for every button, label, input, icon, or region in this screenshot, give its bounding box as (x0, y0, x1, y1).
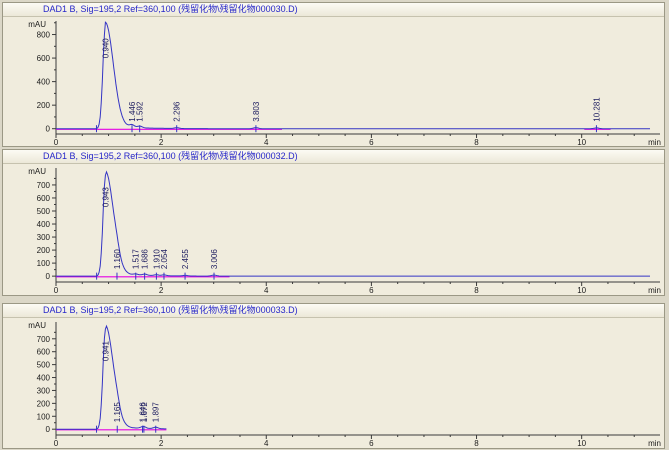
x-tick-label: 10 (577, 286, 586, 295)
y-tick-label: 600 (37, 348, 51, 357)
x-axis-unit: min (648, 138, 661, 147)
x-tick-label: 0 (54, 138, 59, 147)
x-axis-unit: min (648, 439, 661, 448)
y-tick-label: 800 (37, 31, 51, 40)
x-tick-label: 4 (264, 138, 269, 147)
peak-label: 1.910 (152, 249, 161, 270)
x-tick-label: 6 (369, 439, 374, 448)
x-tick-label: 8 (474, 439, 479, 448)
peak-label: 0.943 (102, 187, 111, 208)
signal-trace (56, 21, 650, 130)
peak-label: 1.646 (139, 402, 148, 423)
y-tick-label: 700 (37, 181, 51, 190)
peak-label: 2.054 (160, 249, 169, 270)
peak-label: 1.592 (136, 101, 145, 122)
x-tick-label: 2 (159, 286, 164, 295)
panel-title: DAD1 B, Sig=195,2 Ref=360,100 (残留化物\残留化物… (3, 150, 664, 164)
peak-label: 1.517 (132, 249, 141, 270)
peak-label: 1.672 (140, 402, 149, 423)
y-tick-label: 400 (37, 78, 51, 87)
panel-title: DAD1 B, Sig=195,2 Ref=360,100 (残留化物\残留化物… (3, 304, 664, 318)
chromatogram-panel-2: DAD1 B, Sig=195,2 Ref=360,100 (残留化物\残留化物… (2, 149, 665, 296)
chromatogram-panel-1: DAD1 B, Sig=195,2 Ref=360,100 (残留化物\残留化物… (2, 2, 665, 147)
y-tick-label: 100 (37, 412, 51, 421)
y-tick-label: 200 (37, 399, 51, 408)
chromatogram-plot: 0 100 200 300 400 500 600 700 mAU 0 2 4 6 8 10 min 0.941… (28, 321, 661, 448)
y-tick-label: 700 (37, 335, 51, 344)
y-tick-label: 0 (46, 272, 51, 281)
y-axis-unit: mAU (28, 167, 46, 176)
x-tick-label: 0 (54, 286, 59, 295)
signal-trace (56, 324, 167, 430)
signal-trace (56, 170, 650, 277)
y-tick-label: 0 (46, 425, 51, 434)
y-tick-label: 200 (37, 101, 51, 110)
peak-label: 10.281 (592, 97, 601, 122)
x-tick-label: 4 (264, 439, 269, 448)
chromatogram-plot: 0 200 400 600 800 mAU 0 2 4 6 8 10 min 0.940 1.4461.59… (28, 20, 661, 147)
y-tick-label: 500 (37, 207, 51, 216)
x-tick-label: 2 (159, 138, 164, 147)
y-tick-label: 300 (37, 386, 51, 395)
x-tick-label: 2 (159, 439, 164, 448)
y-tick-label: 200 (37, 246, 51, 255)
peak-label: 1.160 (113, 249, 122, 270)
y-tick-label: 600 (37, 54, 51, 63)
y-tick-label: 600 (37, 194, 51, 203)
x-tick-label: 8 (474, 138, 479, 147)
x-tick-label: 6 (369, 138, 374, 147)
peak-label: 1.897 (152, 402, 161, 423)
y-tick-label: 0 (46, 125, 51, 134)
x-tick-label: 4 (264, 286, 269, 295)
x-axis-unit: min (648, 286, 661, 295)
x-tick-label: 8 (474, 286, 479, 295)
y-tick-label: 400 (37, 220, 51, 229)
peak-label: 1.686 (141, 249, 150, 270)
chromatogram-panel-3: DAD1 B, Sig=195,2 Ref=360,100 (残留化物\残留化物… (2, 303, 665, 449)
panel-title: DAD1 B, Sig=195,2 Ref=360,100 (残留化物\残留化物… (3, 3, 664, 17)
chromatogram-plot: 0 100 200 300 400 500 600 700 mAU 0 2 4 6 8 10 min 0.943… (28, 167, 661, 295)
peak-label: 0.941 (101, 341, 110, 362)
peak-label: 0.940 (101, 38, 110, 59)
y-tick-label: 500 (37, 361, 51, 370)
y-axis-unit: mAU (28, 321, 46, 330)
x-tick-label: 10 (577, 439, 586, 448)
x-tick-label: 10 (577, 138, 586, 147)
x-tick-label: 0 (54, 439, 59, 448)
y-tick-label: 400 (37, 374, 51, 383)
x-tick-label: 6 (369, 286, 374, 295)
peak-label: 1.446 (128, 101, 137, 122)
peak-label: 3.803 (252, 101, 261, 122)
y-axis-unit: mAU (28, 20, 46, 29)
peak-label: 1.165 (113, 402, 122, 423)
peak-label: 2.455 (181, 249, 190, 270)
peak-label: 3.006 (210, 249, 219, 270)
y-tick-label: 100 (37, 259, 51, 268)
peak-label: 2.296 (173, 101, 182, 122)
y-tick-label: 300 (37, 233, 51, 242)
